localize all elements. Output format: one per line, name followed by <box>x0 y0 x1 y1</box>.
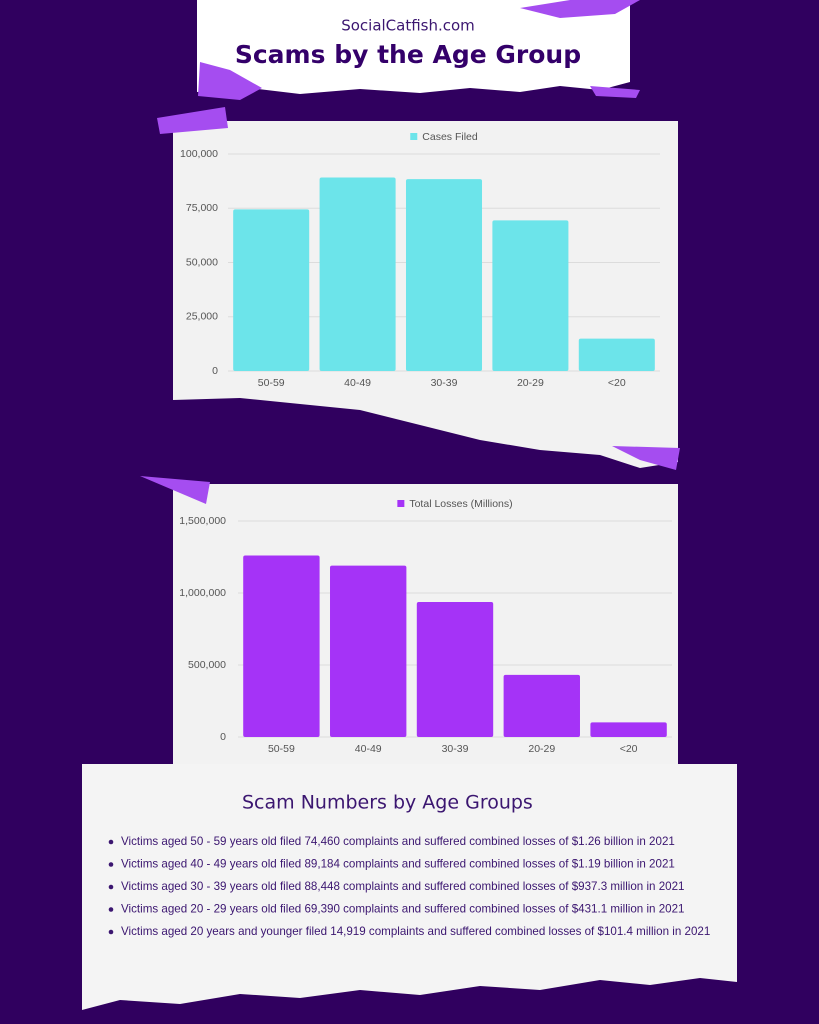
y-tick-label: 1,500,000 <box>179 515 226 527</box>
x-tick-label: 20-29 <box>517 377 544 389</box>
y-tick-label: 50,000 <box>186 256 218 268</box>
summary-item: Victims aged 40 - 49 years old filed 89,… <box>121 858 675 871</box>
x-tick-label: 40-49 <box>355 743 382 755</box>
tape <box>140 476 210 504</box>
bullet <box>108 862 114 867</box>
bar <box>330 565 407 737</box>
page-title: Scams by the Age Group <box>235 40 581 69</box>
x-tick-label: 30-39 <box>442 743 469 755</box>
bullet <box>108 884 114 890</box>
bar <box>243 555 320 737</box>
legend-swatch <box>397 500 405 507</box>
bar <box>416 602 494 737</box>
summary-item: Victims aged 20 - 29 years old filed 69,… <box>121 903 685 916</box>
tape <box>590 86 640 98</box>
summary-item: Victims aged 30 - 39 years old filed 88,… <box>121 880 685 893</box>
y-tick-label: 0 <box>220 731 226 743</box>
bullet <box>108 839 114 845</box>
bar <box>503 674 580 737</box>
tape <box>157 107 228 134</box>
summary-item: Victims aged 20 years and younger filed … <box>121 925 710 938</box>
tape <box>612 446 680 470</box>
summary-list: Victims aged 50 - 59 years old filed 74,… <box>108 835 710 938</box>
y-tick-label: 1,000,000 <box>179 587 226 599</box>
bar <box>405 179 483 371</box>
site-name: SocialCatfish.com <box>341 17 475 35</box>
bar <box>492 220 569 371</box>
x-tick-label: <20 <box>608 377 626 389</box>
summary-panel <box>82 764 737 1010</box>
bar <box>590 722 667 737</box>
x-tick-label: 20-29 <box>528 743 555 755</box>
bar <box>233 209 310 371</box>
x-tick-label: <20 <box>620 743 638 755</box>
x-tick-label: 50-59 <box>268 743 295 755</box>
legend-swatch <box>410 133 418 140</box>
y-tick-label: 75,000 <box>186 202 218 214</box>
charts: 0 25,000 50,000 75,000 100,000 50-59 40-49 30-3… <box>179 131 672 755</box>
legend-label: Cases Filed <box>422 131 478 143</box>
bullet <box>108 929 114 935</box>
summary-item: Victims aged 50 - 59 years old filed 74,… <box>121 835 675 848</box>
y-tick-label: 500,000 <box>188 659 226 671</box>
bar <box>578 338 655 371</box>
x-tick-label: 40-49 <box>344 377 371 389</box>
bar <box>319 177 396 371</box>
y-tick-label: 100,000 <box>180 148 218 160</box>
bullet <box>108 907 114 912</box>
tape <box>520 0 640 18</box>
legend-label: Total Losses (Millions) <box>409 498 512 510</box>
y-tick-label: 25,000 <box>186 311 218 323</box>
header-paper <box>197 0 630 94</box>
x-tick-label: 30-39 <box>431 377 458 389</box>
tape <box>198 62 262 100</box>
x-tick-label: 50-59 <box>258 377 285 389</box>
y-tick-label: 0 <box>212 365 218 377</box>
summary-title: Scam Numbers by Age Groups <box>242 792 533 814</box>
